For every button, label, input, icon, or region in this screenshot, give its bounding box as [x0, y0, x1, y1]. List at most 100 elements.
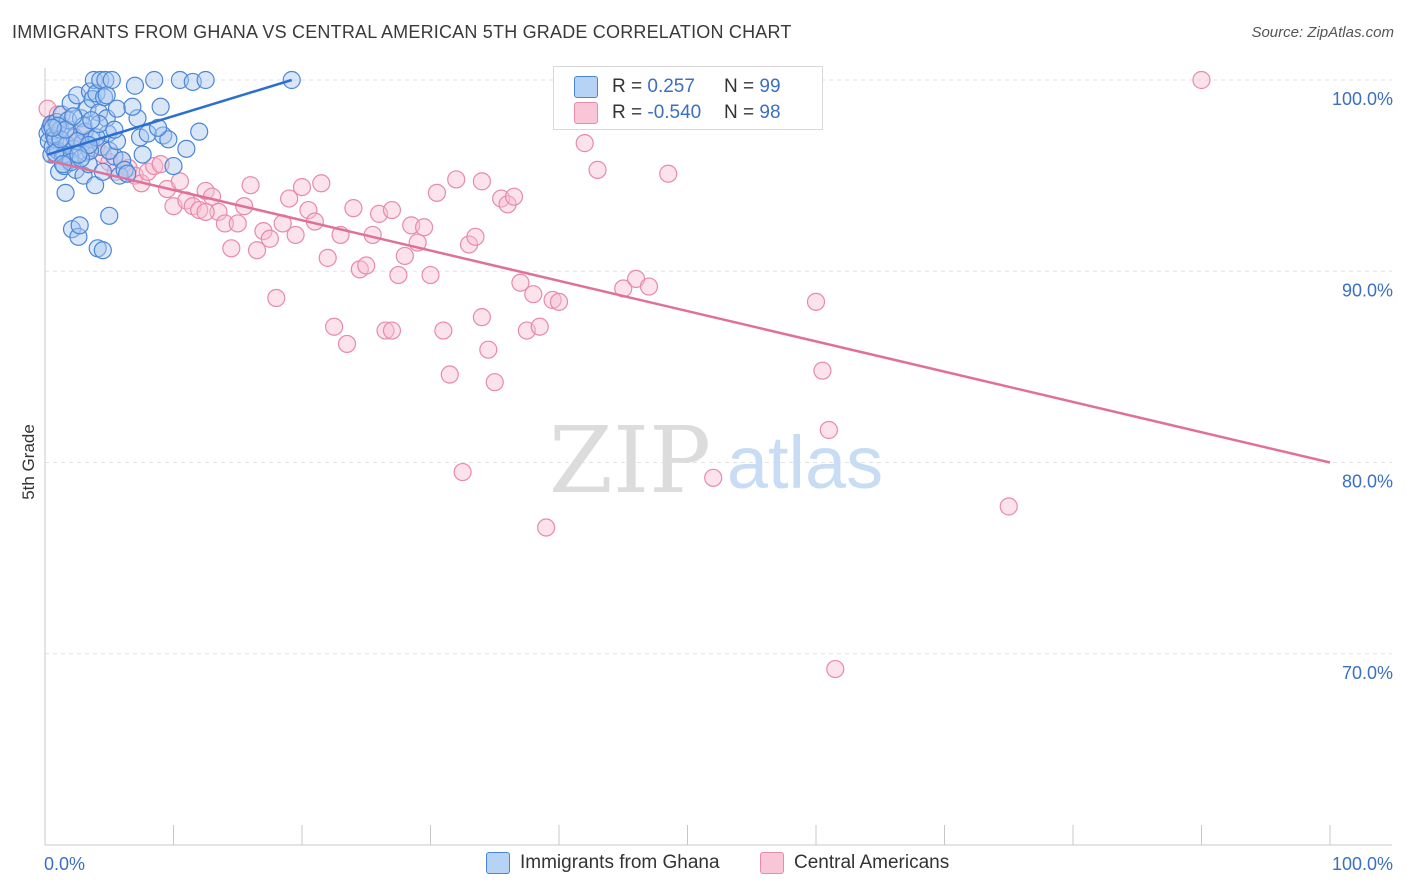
- n-label: N =: [724, 76, 755, 97]
- ghana-point: [102, 70, 121, 90]
- central-americans-point: [524, 285, 543, 304]
- central-americans-point: [813, 361, 832, 380]
- central-americans-point: [826, 659, 845, 679]
- gridlines: [45, 79, 1392, 655]
- central-americans-point: [344, 199, 363, 218]
- ghana-point: [148, 118, 168, 137]
- legend-swatch-pink: [574, 102, 598, 124]
- central-americans-point: [145, 156, 164, 176]
- central-americans-point: [337, 334, 357, 354]
- central-americans-point: [170, 172, 190, 191]
- ghana-point: [56, 183, 75, 202]
- central-americans-point: [421, 265, 440, 285]
- ghana-point: [82, 111, 101, 130]
- legend-item-ghana: Immigrants from Ghana: [486, 852, 720, 874]
- central-americans-point: [222, 239, 241, 258]
- central-americans-point: [209, 202, 228, 222]
- ghana-point: [177, 139, 196, 158]
- n-label: N =: [724, 102, 755, 123]
- axes: [44, 68, 1392, 846]
- central-americans-point: [485, 373, 504, 392]
- central-americans-point: [806, 292, 826, 311]
- central-americans-point: [241, 176, 260, 195]
- ghana-point: [123, 97, 142, 116]
- ghana-point: [100, 206, 119, 225]
- central-americans-point: [466, 227, 485, 246]
- legend-swatch-blue: [574, 76, 598, 98]
- y-axis-title: 5th Grade: [19, 424, 38, 500]
- ghana-point: [64, 107, 83, 126]
- central-americans-point: [215, 214, 234, 233]
- central-americans-point: [511, 273, 530, 292]
- r-value: 0.257: [647, 76, 695, 97]
- central-americans-point: [292, 178, 312, 197]
- central-americans-point: [549, 292, 569, 311]
- ghana-point: [159, 130, 178, 149]
- central-americans-point: [639, 277, 659, 296]
- central-americans-point: [267, 288, 286, 308]
- ghana-point: [100, 141, 119, 160]
- ghana-point: [151, 97, 170, 116]
- central-americans-points: [38, 70, 1211, 679]
- central-americans-point: [414, 218, 434, 237]
- central-americans-point: [999, 497, 1018, 516]
- central-americans-point: [190, 200, 209, 220]
- ghana-point: [145, 70, 164, 90]
- y-tick-label-80: 80.0%: [1342, 472, 1393, 492]
- source-label: Source: ZipAtlas.com: [1251, 24, 1394, 41]
- central-americans-point: [318, 248, 337, 267]
- central-americans-point: [228, 214, 247, 233]
- series-legend: Immigrants from Ghana Central Americans: [0, 852, 1406, 878]
- central-americans-point: [196, 202, 215, 222]
- central-americans-point: [537, 518, 556, 537]
- central-americans-point: [530, 317, 549, 336]
- central-americans-point: [440, 365, 459, 384]
- central-americans-point: [453, 462, 472, 482]
- central-americans-point: [472, 308, 491, 327]
- ghana-trend-line: [47, 78, 293, 156]
- legend-item-central-americans: Central Americans: [760, 852, 949, 874]
- n-value: 98: [759, 102, 781, 123]
- ghana-point: [196, 70, 215, 90]
- central-americans-point: [395, 246, 414, 266]
- central-americans-point: [312, 174, 331, 193]
- ghana-points: [38, 70, 301, 260]
- central-americans-point: [479, 340, 498, 359]
- y-tick-label-90: 90.0%: [1342, 280, 1393, 300]
- y-tick-label-70: 70.0%: [1342, 663, 1393, 683]
- central-americans-point: [575, 134, 594, 153]
- legend-label-ghana: Immigrants from Ghana: [520, 852, 720, 873]
- legend-row-central-americans: R = -0.540 N = 98: [574, 101, 781, 125]
- ghana-point: [93, 241, 112, 260]
- central-americans-point: [588, 160, 607, 179]
- legend-swatch-pink: [760, 852, 784, 874]
- central-americans-point: [357, 256, 376, 275]
- central-americans-trend-line: [47, 159, 1331, 464]
- central-americans-point: [376, 321, 395, 340]
- legend-row-ghana: R = 0.257 N = 99: [574, 75, 781, 99]
- central-americans-point: [247, 241, 267, 260]
- n-value: 99: [759, 76, 781, 97]
- x-tick-label-0: 0.0%: [44, 854, 85, 874]
- central-americans-point: [543, 290, 562, 310]
- y-tick-label-100: 100.0%: [1332, 89, 1393, 109]
- ghana-point: [97, 86, 116, 105]
- watermark-atlas: atlas: [727, 421, 883, 504]
- ghana-point: [86, 176, 105, 195]
- ghana-point: [125, 76, 145, 95]
- ghana-point: [70, 216, 89, 235]
- central-americans-point: [1192, 70, 1211, 90]
- ghana-point: [43, 118, 62, 137]
- x-tick-label-100: 100.0%: [1332, 854, 1393, 874]
- r-label: R =: [612, 102, 648, 123]
- ghana-point: [69, 227, 88, 246]
- central-americans-point: [819, 420, 838, 440]
- central-americans-point: [427, 183, 447, 202]
- central-americans-point: [504, 187, 524, 206]
- central-americans-point: [704, 468, 723, 487]
- central-americans-point: [389, 265, 408, 285]
- legend-swatch-blue: [486, 852, 510, 874]
- central-americans-point: [447, 170, 466, 189]
- central-americans-point: [325, 317, 344, 336]
